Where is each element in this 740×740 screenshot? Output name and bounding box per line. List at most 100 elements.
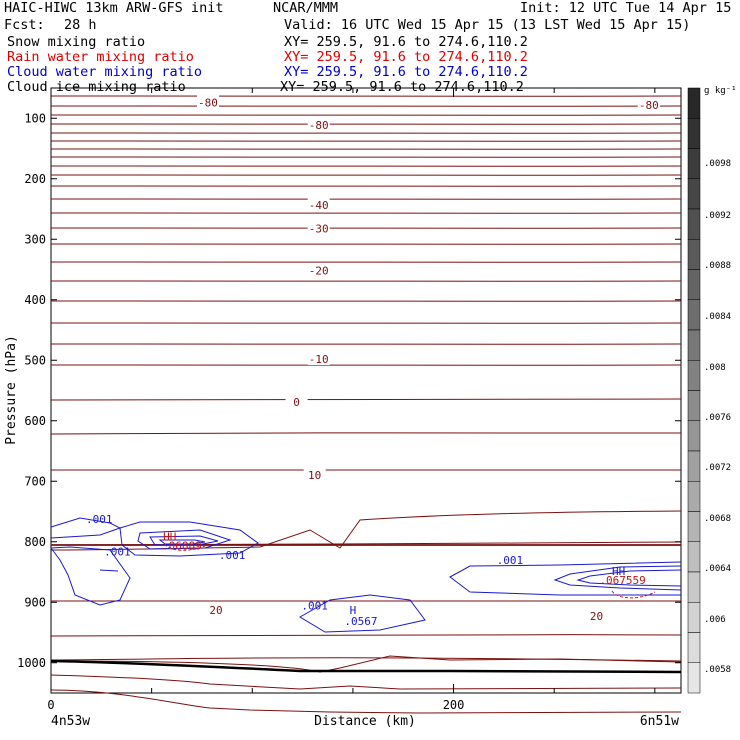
cloud-water-contour [299,594,426,633]
cloud-water-contour [449,561,682,596]
colorbar-segment [687,420,701,452]
temperature-label-bg [307,352,330,366]
temperature-line [50,174,682,176]
colorbar-segment [687,269,701,300]
colorbar-segment [687,360,701,391]
temperature-label: 20 [209,604,222,617]
temperature-contours [50,95,682,714]
cloud-water-contour [137,529,232,550]
field-xy-cloud-water: XY= 259.5, 91.6 to 274.6,110.2 [284,64,528,80]
field-name-rain: Rain water mixing ratio [7,49,194,65]
colorbar-tick-label: .0072 [704,463,731,473]
x-start-label: 4n53w [51,714,90,729]
y-tick-label: 200 [24,172,46,186]
cloud-water-contour [50,546,131,606]
contour-annotations: .001.001.001.001.001HH.06889H.0567HH.067… [86,513,646,628]
cloud-water-contour [119,521,259,557]
temperature-line [50,634,682,637]
temperature-line [50,510,682,551]
x-tick-label: 200 [443,698,465,712]
contour-annotation: .0567 [344,615,377,628]
rain-water-contours [164,543,656,599]
temperature-label: -10 [309,353,329,366]
temperature-line [50,261,682,263]
y-axis-label: Pressure (hPa) [4,335,19,445]
temperature-label-bg [307,117,330,131]
temperature-line [50,198,682,200]
colorbar-tick-label: .0088 [704,261,731,271]
temperature-label: -80 [198,97,218,110]
cloud-water-contour [158,539,206,545]
contour-annotation: .001 [301,599,328,612]
contour-annotation: H [350,604,357,617]
terrain-line [50,659,682,674]
cloud-water-contour [576,569,682,587]
temperature-line [50,165,682,167]
temperature-label-bg [637,97,660,111]
temperature-line [50,243,682,245]
temperature-line [50,156,682,158]
cloud-water-contour [553,565,682,591]
colorbar-unit: g kg⁻¹ [704,86,737,96]
temperature-line [50,280,682,282]
temperature-line [50,432,682,435]
forecast-label: Fcst: [4,17,45,33]
y-tick-label: 400 [24,293,46,307]
y-tick-label: 800 [24,535,46,549]
temperature-label: -80 [639,99,659,112]
temperature-line [50,300,682,302]
temperature-label-bg [285,394,308,408]
temperature-line [50,689,682,714]
colorbar-segment [687,148,701,179]
colorbar-segment [687,390,701,421]
colorbar-segment [687,632,701,663]
field-name-snow: Snow mixing ratio [7,34,146,50]
colorbar-tick-label: .0068 [704,514,731,524]
colorbar-segment [687,450,701,482]
colorbar-segment [687,208,701,240]
cloud-water-contours [50,517,682,633]
rain-water-contour [164,543,206,551]
colorbar-segment [687,481,701,512]
temperature-line [50,114,682,116]
colorbar-segment [687,178,701,210]
colorbar-tick-label: .0084 [704,312,731,322]
temperature-label-bg [205,603,228,617]
colorbar-segment [687,571,701,603]
colorbar-segment [687,87,701,119]
field-xy-rain: XY= 259.5, 91.6 to 274.6,110.2 [284,49,528,65]
contour-annotation: .001 [86,513,113,526]
colorbar-tick-label: .0076 [704,413,731,423]
y-tick-label: 700 [24,474,46,488]
field-name-cloud-water: Cloud water mixing ratio [7,64,203,80]
temperature-label-bg [307,263,330,277]
temperature-line [50,148,682,150]
temperature-labels: -80 -80 -80 -40 -30 -20 -10 0 10 20 20 [196,95,660,623]
forecast-hour: 28 h [64,17,97,33]
center-label: NCAR/MMM [273,0,339,16]
temperature-label: -40 [309,199,329,212]
colorbar-segment [687,511,701,542]
x-end-label: 6n51w [640,714,679,729]
cloud-water-contour [99,569,119,572]
temperature-label-bg [303,468,326,482]
colorbar-tick-label: .006 [704,615,726,625]
field-name-cloud-ice: Cloud ice mixing ratio [7,79,186,95]
temperature-line [50,674,682,690]
temperature-label: -30 [309,222,329,235]
y-tick-label: 100 [24,111,46,125]
temperature-label: -80 [309,119,329,132]
colorbar-segment [687,602,701,633]
temperature-line [50,132,682,134]
colorbar-tick-label: .0092 [704,211,731,221]
colorbar-tick-label: .0058 [704,665,731,675]
temperature-line [50,123,682,125]
temperature-label-bg [585,609,608,623]
temperature-label: 10 [308,469,321,482]
colorbar-tick-label: .0064 [704,564,731,574]
temperature-label: 20 [590,610,603,623]
contour-annotation: .067559 [599,574,645,587]
colorbar-segment [687,299,701,331]
